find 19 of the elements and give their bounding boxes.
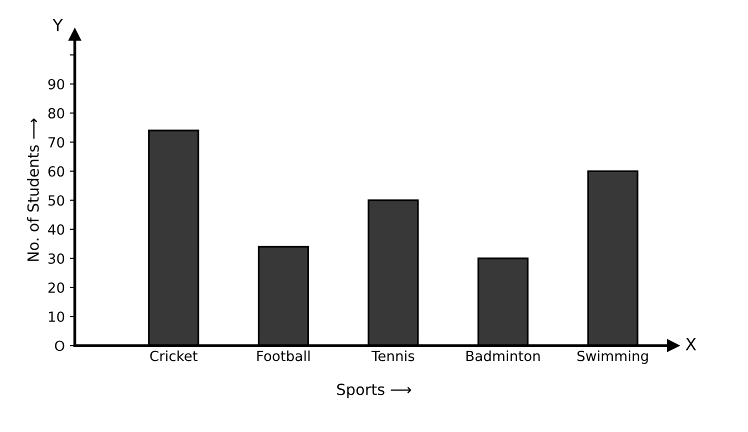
x-tick-label: Cricket — [150, 350, 198, 362]
x-tick-label: Tennis — [371, 350, 414, 362]
y-tick-label: 90 — [48, 78, 64, 90]
x-tick-label: Swimming — [577, 350, 648, 364]
y-tick-label: 20 — [48, 282, 64, 293]
y-axis-title: No. of Students ⟶ — [27, 118, 39, 261]
x-tick-label: Badminton — [466, 350, 540, 362]
y-tick-label: 40 — [48, 224, 64, 235]
text: Y — [52, 18, 63, 32]
y-tick-label: 70 — [48, 137, 64, 148]
y-tick-label: 80 — [48, 108, 64, 119]
y-tick-label: 30 — [48, 253, 64, 264]
x-axis-title: Sports ⟶ — [337, 384, 412, 398]
text: X — [686, 338, 696, 350]
y-tick-label: 10 — [48, 312, 64, 322]
y-tick-label: 50 — [48, 195, 64, 206]
y-tick-label: 60 — [48, 166, 64, 177]
y-tick-label: O — [54, 340, 64, 352]
x-tick-label: Football — [257, 350, 310, 362]
